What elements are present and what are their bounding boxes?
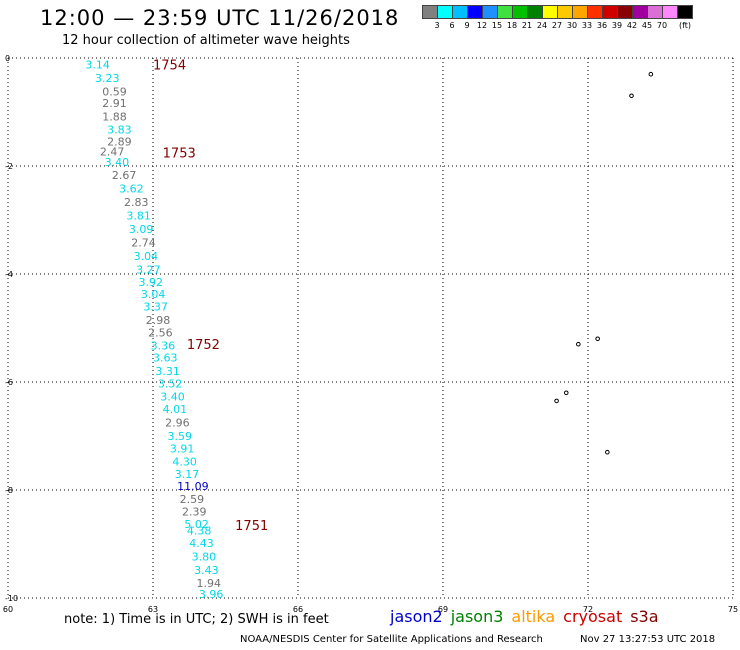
pass-number-label: 1752 [187,338,220,353]
wave-height-value: 3.92 [139,276,164,289]
legend-label: 12 [476,21,488,30]
legend-label: 36 [596,21,608,30]
y-tick-label: -10 [5,594,18,603]
legend-label: 15 [491,21,503,30]
wave-height-value: 3.09 [129,223,154,236]
pass-number-label: 1753 [163,147,196,162]
wave-height-value: 3.14 [85,58,110,71]
island-outline [576,341,581,347]
legend-label: 42 [626,21,638,30]
wave-height-value: 3.37 [143,300,168,313]
satellite-name: s3a [630,607,659,626]
color-legend: 3 6 9 12 15 18 21 24 27 30 33 36 39 42 45 70 (ft) [422,5,693,31]
wave-height-value: 3.91 [170,442,195,455]
wave-height-value: 3.43 [194,564,219,577]
x-tick-label: 63 [148,605,158,614]
wave-height-value: 3.83 [107,123,132,136]
island-outline [595,336,600,342]
satellite-name: altika [511,607,556,626]
y-tick-label: 0 [5,54,10,63]
legend-label: 9 [464,21,470,30]
wave-height-value: 3.40 [105,156,129,169]
legend-labels: 3 6 9 12 15 18 21 24 27 30 33 36 39 42 45 70 (ft) [422,19,692,31]
legend-label: 27 [551,21,563,30]
legend-swatch [677,5,693,19]
wave-height-value: 3.96 [199,588,224,601]
y-tick-label: -2 [5,162,13,171]
wave-height-value: 1.88 [102,110,127,123]
legend-label: 21 [521,21,533,30]
satellite-key: jason2 jason3 altika cryosat s3a [390,607,667,626]
satellite-name: cryosat [563,607,623,626]
wave-height-value: 1.94 [197,577,222,590]
wave-height-value: 2.89 [107,136,132,149]
y-tick-label: -8 [5,486,13,495]
x-tick-label: 72 [583,605,593,614]
legend-label: 30 [566,21,578,30]
wave-height-value: 11.09 [177,480,209,493]
wave-height-value: 3.04 [141,288,166,301]
island-outline [629,93,634,99]
wave-height-value: 4.38 [187,525,212,538]
wave-height-value: 3.04 [134,250,159,263]
legend-label: 33 [581,21,593,30]
wave-height-value: 3.62 [119,183,143,196]
satellite-name: jason2 [390,607,443,626]
island-outline [554,398,559,404]
wave-height-value: 3.36 [151,339,176,352]
island-outline [648,71,654,77]
wave-height-value: 2.98 [146,314,171,327]
wave-height-value: 3.31 [155,365,180,378]
y-tick-label: -4 [5,270,13,279]
wave-height-value: 2.91 [102,97,127,110]
wave-height-value: 2.39 [182,506,207,519]
wave-height-value: 3.63 [153,352,178,365]
legend-label: 24 [536,21,548,30]
wave-height-value: 2.74 [131,237,156,250]
wave-height-value: 2.47 [100,145,125,158]
wave-height-value: 2.96 [165,417,190,430]
wave-height-value: 3.23 [95,72,120,85]
legend-label: 70 [656,21,668,30]
map-title: 12:00 — 23:59 UTC 11/26/2018 [40,6,400,30]
wave-height-value: 2.59 [180,493,205,506]
generated-timestamp: Nov 27 13:27:53 UTC 2018 [580,634,716,645]
legend-label: 6 [449,21,455,30]
island-outline [605,449,610,455]
wave-height-value: 3.59 [168,430,193,443]
wave-height-value: 3.27 [136,264,161,277]
legend-label: 18 [506,21,518,30]
wave-height-value: 3.52 [158,378,183,391]
legend-label: 45 [641,21,653,30]
wave-height-value: 4.01 [163,403,188,416]
wave-height-value: 3.17 [175,468,200,481]
wave-height-value: 4.43 [189,537,214,550]
x-tick-label: 75 [728,605,738,614]
wave-height-value: 5.02 [184,518,209,531]
y-tick-label: -6 [5,378,13,387]
x-tick-label: 66 [293,605,303,614]
pass-number-label: 1751 [235,519,268,534]
island-outline [563,390,569,396]
x-tick-label: 69 [438,605,448,614]
wave-height-value: 3.80 [192,550,217,563]
pass-number-label: 1754 [153,58,186,73]
credit-text: NOAA/NESDIS Center for Satellite Applica… [240,634,543,645]
legend-label: 39 [611,21,623,30]
legend-swatches [422,5,693,19]
wave-height-value: 0.59 [102,85,127,98]
satellite-name: jason3 [450,607,504,626]
wave-height-value: 4.30 [172,455,197,468]
legend-label: 3 [434,21,440,30]
wave-height-value: 2.56 [148,326,173,339]
footer-note: note: 1) Time is in UTC; 2) SWH is in fe… [64,612,329,627]
wave-height-value: 2.83 [124,196,149,209]
wave-height-value: 3.40 [160,391,185,404]
map-subtitle: 12 hour collection of altimeter wave hei… [62,33,350,48]
legend-label: (ft) [678,21,692,30]
wave-height-value: 3.81 [126,210,150,223]
x-tick-label: 60 [3,605,13,614]
wave-height-value: 2.67 [112,169,136,182]
